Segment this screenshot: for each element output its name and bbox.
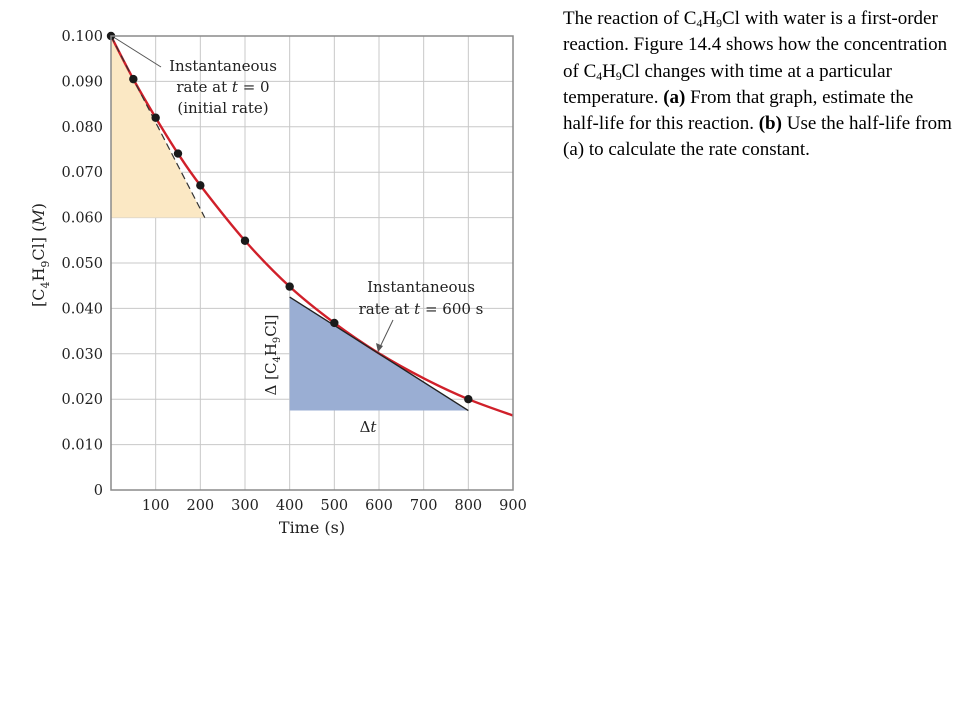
rate-600-arrowhead — [376, 343, 383, 352]
rate-600-label-line2: rate at t = 600 s — [359, 300, 484, 318]
rate-600-tangent — [289, 296, 469, 412]
y-tick-label: 0.010 — [61, 438, 103, 454]
part-a-label: (a) — [663, 86, 686, 108]
part-b-label: (b) — [758, 113, 782, 135]
x-tick-label: 700 — [410, 498, 438, 514]
y-tick-label: 0.090 — [61, 74, 103, 90]
y-tick-label: 0.100 — [61, 29, 103, 45]
x-tick-label: 500 — [320, 498, 348, 514]
initial-rate-leader — [114, 37, 162, 68]
y-tick-label: 0.070 — [61, 165, 103, 181]
y-axis-title: [C4H9Cl] (M) — [29, 203, 52, 307]
x-tick-label: 900 — [499, 498, 527, 514]
delta-t-label: Δt — [360, 418, 378, 436]
data-point — [464, 395, 473, 404]
x-tick-label: 600 — [365, 498, 393, 514]
x-axis-title: Time (s) — [279, 518, 345, 537]
question-text: The reaction of C4H9Cl with water is a f… — [563, 8, 952, 161]
y-tick-label: 0.020 — [61, 392, 103, 408]
data-points — [106, 31, 473, 404]
data-point — [196, 181, 205, 190]
rate-600-label-line1: Instantaneous — [367, 278, 475, 296]
x-tick-label: 800 — [454, 498, 482, 514]
plot-frame — [110, 35, 514, 491]
initial-rate-label-line3: (initial rate) — [177, 99, 268, 117]
tangent-lines — [110, 35, 469, 412]
y-tick-label: 0.040 — [61, 301, 103, 317]
initial-rate-label-line1: Instantaneous — [169, 57, 277, 75]
gridlines — [111, 36, 513, 490]
rate-600-leader — [379, 319, 394, 348]
x-tick-label: 100 — [142, 498, 170, 514]
y-tick-label: 0.030 — [61, 347, 103, 363]
x-tick-label: 200 — [186, 498, 214, 514]
data-point — [173, 149, 183, 158]
data-point — [129, 74, 138, 84]
x-tick-label: 400 — [276, 498, 304, 514]
initial-rate-label-line2: rate at t = 0 — [176, 78, 269, 96]
data-point — [330, 318, 339, 328]
y-tick-label: 0.080 — [61, 120, 103, 136]
data-point — [285, 282, 294, 291]
initial-rate-tangent — [110, 35, 206, 218]
delta-conc-label: Δ [C4H9Cl] — [262, 315, 283, 396]
annotations: Instantaneous rate at t = 0 (initial rate)… — [114, 37, 484, 436]
data-point — [240, 236, 250, 245]
y-tick-label: 0.060 — [61, 211, 103, 227]
concentration-time-chart: 0 0.010 0.020 0.030 0.040 0.050 0.060 0.070 0.08… — [29, 29, 527, 537]
data-point — [151, 113, 160, 122]
y-tick-label: 0.050 — [61, 256, 103, 272]
tick-labels: 0 0.010 0.020 0.030 0.040 0.050 0.060 0.070 0.08… — [29, 29, 527, 537]
x-tick-label: 300 — [231, 498, 259, 514]
y-tick-label: 0 — [94, 483, 103, 499]
